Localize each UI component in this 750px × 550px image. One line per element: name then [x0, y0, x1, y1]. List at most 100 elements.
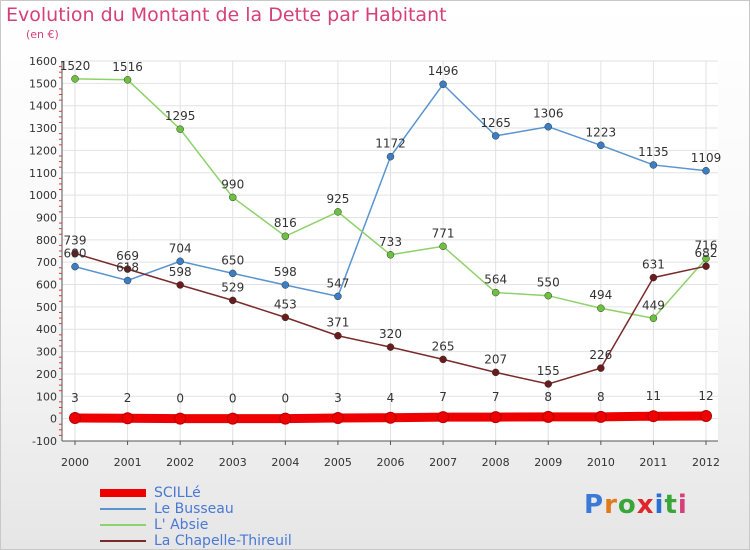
data-point-l-absie	[491, 288, 500, 297]
data-point-l-absie	[439, 242, 447, 251]
logo-letter: i	[677, 490, 688, 520]
data-label-le-busseau: 1496	[428, 64, 459, 78]
data-point-scill	[174, 412, 187, 425]
data-point-la-chapelle-thireuil	[229, 296, 237, 305]
data-point-le-busseau	[71, 262, 79, 271]
data-point-le-busseau	[229, 269, 237, 278]
y-tick-label: 1000	[29, 189, 57, 202]
x-tick-label: 2006	[377, 456, 405, 469]
data-label-la-chapelle-thireuil: 529	[221, 280, 244, 294]
data-point-le-busseau	[281, 281, 290, 289]
data-label-l-absie: 1516	[112, 60, 143, 74]
y-tick-label: 0	[50, 413, 57, 426]
data-label-scill: 3	[334, 391, 342, 405]
data-label-scill: 2	[124, 391, 132, 405]
data-point-scill	[384, 411, 397, 424]
y-tick-label: 1300	[29, 122, 57, 135]
chart-title: Evolution du Montant de la Dette par Hab…	[6, 4, 447, 26]
data-point-la-chapelle-thireuil	[281, 313, 290, 322]
data-label-l-absie: 925	[326, 192, 349, 206]
data-label-l-absie: 550	[537, 276, 560, 290]
x-tick-label: 2002	[166, 456, 194, 469]
y-tick-label: -100	[32, 435, 57, 448]
data-label-la-chapelle-thireuil: 371	[326, 316, 349, 330]
x-tick-label: 2004	[271, 456, 299, 469]
data-point-scill	[69, 411, 81, 424]
data-label-l-absie: 816	[274, 216, 297, 230]
data-label-scill: 0	[229, 392, 237, 406]
logo-letter: i	[654, 490, 665, 520]
data-point-l-absie	[597, 304, 605, 312]
data-label-la-chapelle-thireuil: 155	[537, 364, 560, 378]
data-point-l-absie	[702, 254, 710, 263]
data-label-l-absie: 1520	[60, 59, 91, 73]
data-label-la-chapelle-thireuil: 598	[169, 265, 192, 279]
x-tick-label: 2009	[534, 456, 562, 469]
data-point-l-absie	[544, 291, 552, 300]
data-point-le-busseau	[702, 167, 710, 175]
data-label-le-busseau: 1223	[586, 125, 617, 139]
proxiti-logo: Proxiti	[584, 490, 688, 520]
legend-label-scille: SCILLé	[154, 485, 201, 501]
data-point-le-busseau	[597, 141, 605, 150]
data-point-la-chapelle-thireuil	[597, 364, 605, 372]
data-label-scill: 0	[176, 392, 184, 406]
data-point-l-absie	[386, 251, 395, 259]
y-tick-label: 1500	[29, 77, 57, 90]
data-point-la-chapelle-thireuil	[439, 355, 447, 364]
data-label-scill: 4	[387, 391, 395, 405]
y-tick-label: 300	[36, 346, 57, 359]
y-tick-label: 900	[36, 211, 57, 224]
legend-label-la-chapelle-thireuil: La Chapelle-Thireuil	[154, 533, 292, 549]
data-label-scill: 11	[646, 389, 661, 403]
data-label-la-chapelle-thireuil: 207	[484, 352, 507, 366]
data-label-la-chapelle-thireuil: 453	[274, 297, 297, 311]
data-label-le-busseau: 1109	[691, 151, 722, 165]
x-tick-label: 2011	[639, 456, 667, 469]
data-label-le-busseau: 1135	[638, 145, 669, 159]
data-label-l-absie: 716	[695, 239, 718, 253]
legend-swatch-scille	[100, 489, 146, 497]
data-point-scill	[647, 410, 660, 423]
data-label-l-absie: 771	[432, 226, 455, 240]
data-point-scill	[279, 412, 292, 425]
y-tick-label: 600	[36, 279, 57, 292]
data-label-le-busseau: 1172	[375, 137, 406, 151]
data-point-scill	[700, 409, 712, 422]
legend-swatch-le-busseau	[100, 508, 146, 510]
data-point-la-chapelle-thireuil	[386, 343, 395, 351]
data-label-la-chapelle-thireuil: 682	[695, 246, 718, 260]
data-label-scill: 12	[698, 389, 713, 403]
data-point-scill	[489, 411, 502, 424]
data-point-le-busseau	[491, 132, 500, 140]
logo-letter: t	[664, 490, 678, 520]
data-label-la-chapelle-thireuil: 265	[432, 339, 455, 353]
data-point-l-absie	[334, 208, 342, 216]
data-point-scill	[121, 412, 134, 425]
data-point-la-chapelle-thireuil	[544, 380, 552, 388]
x-tick-label: 2007	[429, 456, 457, 469]
data-point-le-busseau	[649, 161, 658, 169]
legend-swatch-la-chapelle-thireuil	[100, 540, 146, 542]
data-point-scill	[594, 410, 607, 423]
x-tick-label: 2001	[114, 456, 142, 469]
data-label-l-absie: 990	[221, 177, 244, 191]
data-point-le-busseau	[386, 152, 395, 161]
data-label-le-busseau: 618	[116, 261, 139, 275]
data-point-le-busseau	[544, 122, 552, 131]
logo-letter: o	[617, 490, 637, 520]
data-label-l-absie: 564	[484, 273, 507, 287]
data-label-le-busseau: 704	[169, 241, 192, 255]
x-tick-label: 2005	[324, 456, 352, 469]
x-tick-label: 2000	[61, 456, 89, 469]
data-label-la-chapelle-thireuil: 739	[64, 233, 87, 247]
data-label-le-busseau: 650	[221, 253, 244, 267]
data-label-l-absie: 733	[379, 235, 402, 249]
data-point-l-absie	[176, 125, 184, 133]
data-point-l-absie	[229, 193, 237, 202]
data-point-l-absie	[281, 232, 290, 240]
data-point-la-chapelle-thireuil	[702, 262, 710, 270]
data-label-le-busseau: 1265	[480, 116, 511, 130]
data-point-la-chapelle-thireuil	[334, 331, 342, 340]
data-label-la-chapelle-thireuil: 631	[642, 258, 665, 272]
